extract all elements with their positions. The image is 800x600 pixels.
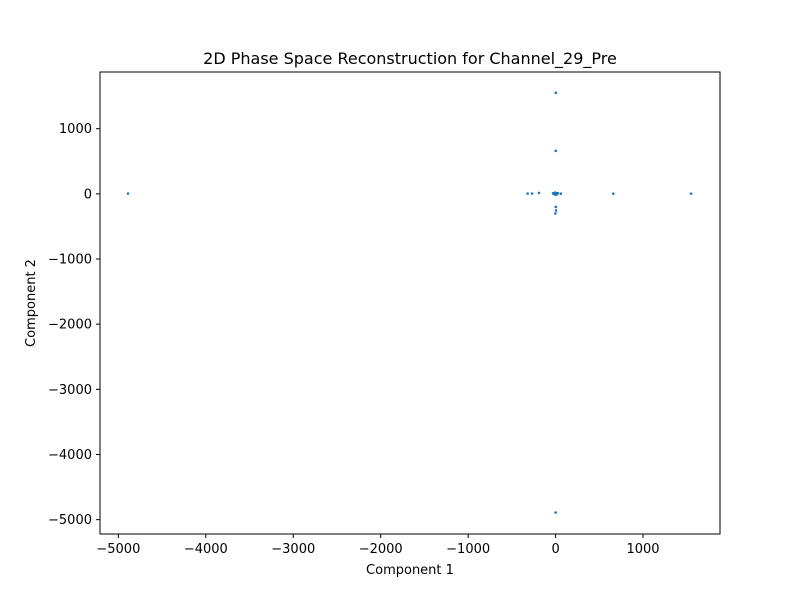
chart-title: 2D Phase Space Reconstruction for Channe… [203, 49, 617, 69]
y-tick-label-6: −5000 [48, 513, 92, 528]
data-point-12 [559, 192, 563, 195]
data-point-0 [126, 192, 130, 195]
x-tick-label-6: 1000 [626, 542, 659, 557]
y-tick-label-3: −2000 [48, 318, 92, 333]
x-tick-label-4: −1000 [446, 542, 490, 557]
data-point-16 [554, 149, 558, 153]
data-point-14 [689, 192, 693, 195]
data-point-2 [530, 192, 534, 195]
data-point-15 [554, 91, 558, 95]
points-layer [126, 91, 693, 514]
y-axis-label: Component 2 [24, 259, 39, 347]
x-tick-label-1: −4000 [184, 542, 228, 557]
y-tick-label-5: −4000 [48, 448, 92, 463]
data-point-20 [554, 511, 557, 514]
x-tick-label-3: −2000 [359, 542, 403, 557]
y-tick-label-2: −1000 [48, 253, 92, 268]
data-point-13 [612, 192, 615, 195]
data-point-17 [554, 205, 558, 209]
x-tick-label-5: 0 [551, 542, 559, 557]
data-point-18 [554, 209, 558, 212]
data-point-3 [537, 191, 541, 195]
y-tick-label-1: 0 [84, 187, 92, 202]
y-tick-label-0: 1000 [59, 122, 92, 137]
data-point-19 [554, 212, 557, 215]
x-tick-label-0: −5000 [96, 542, 140, 557]
data-point-11 [556, 191, 560, 195]
data-point-1 [526, 192, 529, 195]
ticks-layer: −5000 −4000 −3000 −2000 −1000 0 1000 1000 0 −1000… [48, 122, 660, 557]
x-tick-label-2: −3000 [271, 542, 315, 557]
plot-frame [99, 71, 721, 535]
x-axis-label: Component 1 [366, 563, 454, 578]
y-tick-label-4: −3000 [48, 383, 92, 398]
